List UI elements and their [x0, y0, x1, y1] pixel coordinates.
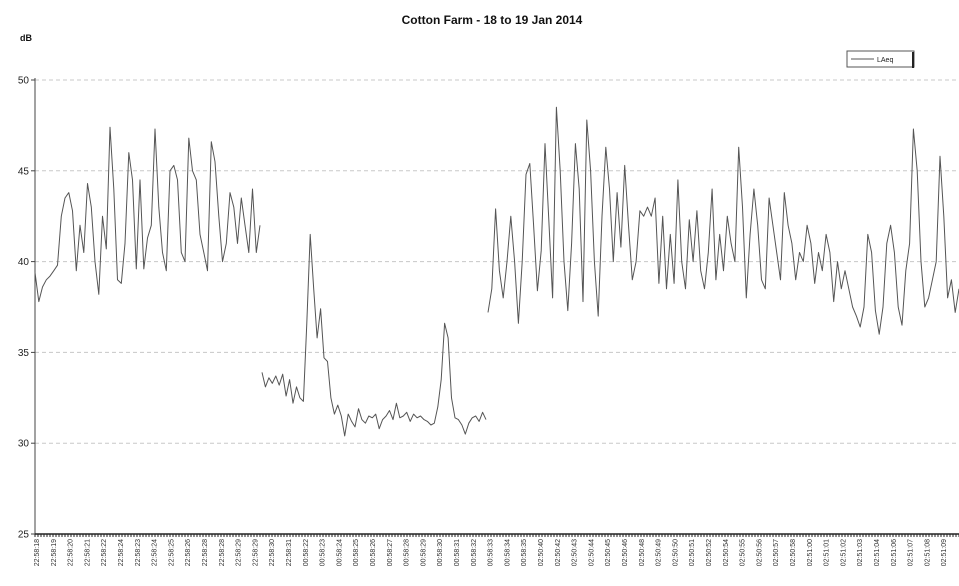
x-tick-label: 02:50:50	[672, 539, 679, 566]
x-tick-label: 00:58:35	[521, 539, 528, 566]
x-tick-label: 22:58:28	[202, 539, 209, 566]
x-tick-label: 02:50:49	[656, 539, 663, 566]
x-tick-label: 22:58:24	[152, 539, 159, 566]
x-tick-label: 02:50:54	[723, 539, 730, 566]
x-tick-label: 22:58:25	[168, 539, 175, 566]
y-tick-label: 35	[18, 348, 30, 359]
series-layer	[34, 106, 959, 437]
series-laeq-line	[261, 233, 487, 437]
x-tick-label: 22:58:21	[84, 539, 91, 566]
x-tick-label: 02:50:56	[756, 539, 763, 566]
x-tick-label: 02:50:43	[572, 539, 579, 566]
y-axis-unit: dB	[20, 33, 32, 43]
legend-label-laeq: LAeq	[877, 57, 893, 64]
x-tick-label: 00:58:30	[437, 539, 444, 566]
y-tick-label: 40	[18, 257, 30, 268]
x-tick-label: 22:58:19	[51, 539, 58, 566]
x-tick-label: 00:58:24	[336, 539, 343, 566]
y-tick-label: 45	[18, 166, 30, 177]
x-tick-label: 02:50:57	[773, 539, 780, 566]
x-tick-label: 02:50:40	[538, 539, 545, 566]
y-axis-ticks: 25 30 35 40 45 50	[18, 76, 35, 541]
y-tick-label: 30	[18, 439, 30, 450]
x-tick-label: 00:58:32	[471, 539, 478, 566]
x-tick-label: 22:58:30	[269, 539, 276, 566]
x-tick-label: 22:58:29	[236, 539, 243, 566]
x-tick-label: 00:58:27	[387, 539, 394, 566]
x-tick-label: 02:50:46	[622, 539, 629, 566]
x-tick-label: 00:58:28	[404, 539, 411, 566]
chart-title: Cotton Farm - 18 to 19 Jan 2014	[402, 13, 583, 27]
x-tick-label: 22:58:18	[34, 539, 41, 566]
x-tick-label: 22:58:28	[219, 539, 226, 566]
x-tick-label: 02:51:08	[924, 539, 931, 566]
x-tick-label: 02:50:55	[740, 539, 747, 566]
x-tick-label: 02:50:44	[588, 539, 595, 566]
x-tick-label: 22:58:24	[118, 539, 125, 566]
x-tick-label: 00:58:29	[420, 539, 427, 566]
gridlines	[35, 79, 959, 444]
series-laeq-line	[487, 106, 959, 335]
x-tick-label: 00:58:22	[303, 539, 310, 566]
x-tick-label: 00:58:23	[320, 539, 327, 566]
x-tick-label: 02:51:04	[874, 539, 881, 566]
x-tick-label: 02:50:51	[689, 539, 696, 566]
y-tick-label: 25	[18, 530, 30, 541]
x-tick-label: 22:58:31	[286, 539, 293, 566]
legend: LAeq	[846, 50, 915, 68]
x-tick-label: 22:58:29	[252, 539, 259, 566]
x-tick-label: 22:58:20	[68, 539, 75, 566]
x-tick-label: 02:51:07	[908, 539, 915, 566]
x-tick-label: 22:58:26	[185, 539, 192, 566]
x-tick-label: 02:51:09	[941, 539, 948, 566]
x-tick-label: 02:51:02	[840, 539, 847, 566]
x-tick-label: 02:51:01	[824, 539, 831, 566]
x-tick-label: 02:50:42	[555, 539, 562, 566]
x-tick-label: 02:50:52	[706, 539, 713, 566]
x-tick-label: 02:50:45	[605, 539, 612, 566]
y-tick-label: 50	[18, 76, 30, 87]
x-tick-label: 02:51:03	[857, 539, 864, 566]
x-tick-label: 02:50:58	[790, 539, 797, 566]
x-tick-label: 02:50:48	[639, 539, 646, 566]
x-tick-label: 00:58:25	[353, 539, 360, 566]
x-tick-label: 22:58:23	[135, 539, 142, 566]
x-tick-label: 00:58:34	[504, 539, 511, 566]
x-tick-label: 00:58:26	[370, 539, 377, 566]
x-tick-label: 00:58:33	[488, 539, 495, 566]
x-tick-label: 02:51:00	[807, 539, 814, 566]
series-laeq-line	[34, 126, 261, 303]
x-axis-ticks: 22:58:18 22:58:19 22:58:20 22:58:21 22:58:22…	[34, 534, 959, 566]
x-tick-label: 00:58:31	[454, 539, 461, 566]
x-tick-label: 22:58:22	[101, 539, 108, 566]
x-tick-label: 02:51:06	[891, 539, 898, 566]
